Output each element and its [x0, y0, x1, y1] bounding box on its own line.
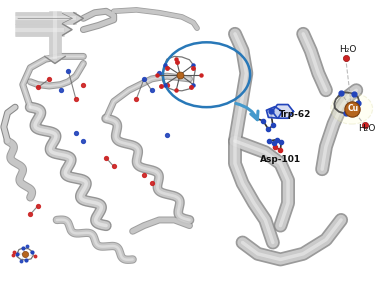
Polygon shape [63, 24, 72, 35]
Polygon shape [266, 107, 282, 118]
Text: Cu: Cu [348, 104, 359, 113]
Text: H₂O: H₂O [358, 124, 376, 133]
Text: Asp-101: Asp-101 [260, 155, 301, 164]
Text: H₂O: H₂O [339, 45, 357, 54]
Polygon shape [45, 56, 65, 63]
Circle shape [331, 93, 373, 124]
Polygon shape [74, 13, 83, 24]
Text: Trp-62: Trp-62 [279, 110, 311, 119]
Polygon shape [272, 105, 293, 118]
